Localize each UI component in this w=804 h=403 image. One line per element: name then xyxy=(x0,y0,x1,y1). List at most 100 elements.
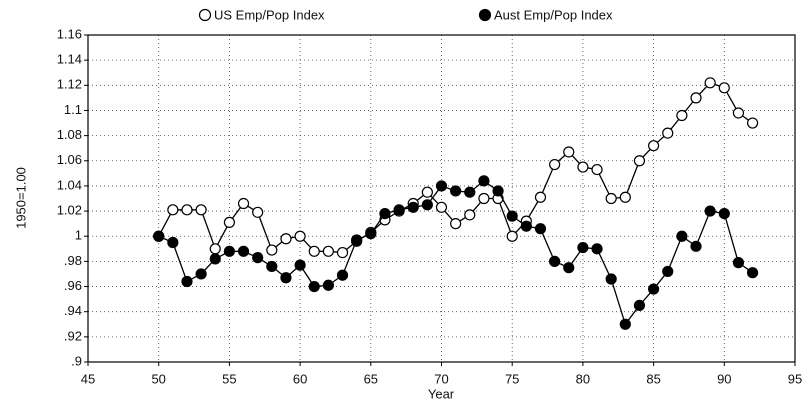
y-tick-label: 1.12 xyxy=(57,77,82,92)
x-tick-label: 75 xyxy=(505,371,519,386)
plot-frame xyxy=(87,34,796,363)
x-tick-label: 95 xyxy=(788,371,802,386)
data-point xyxy=(167,236,179,249)
data-point xyxy=(718,207,730,220)
data-point xyxy=(718,82,730,94)
y-axis-label: 1950=1.00 xyxy=(13,167,28,229)
data-point xyxy=(294,230,306,242)
data-point xyxy=(435,201,448,213)
data-point xyxy=(266,260,278,273)
y-tick-label: .96 xyxy=(64,278,82,293)
data-point xyxy=(478,175,490,187)
y-tick-label: .9 xyxy=(71,353,82,368)
data-point xyxy=(619,318,631,330)
data-point xyxy=(167,204,179,216)
data-point xyxy=(704,205,716,217)
data-point xyxy=(662,127,674,139)
data-point xyxy=(351,234,363,246)
data-point xyxy=(195,268,207,280)
data-point xyxy=(619,191,631,203)
legend-marker xyxy=(198,8,212,22)
data-point xyxy=(520,220,532,232)
x-tick-label: 80 xyxy=(576,371,590,386)
data-point xyxy=(464,186,476,198)
data-point xyxy=(223,245,235,257)
legend-marker xyxy=(478,8,492,22)
data-point xyxy=(209,253,221,265)
data-point xyxy=(746,267,759,279)
data-point xyxy=(662,265,674,278)
y-tick-label: 1.14 xyxy=(57,52,82,67)
data-point xyxy=(450,185,462,197)
data-point xyxy=(421,186,433,198)
data-point xyxy=(237,245,250,257)
data-point xyxy=(195,204,207,216)
data-point xyxy=(308,245,320,257)
data-point xyxy=(577,161,589,173)
data-point xyxy=(237,197,250,210)
data-point xyxy=(647,283,660,295)
data-point xyxy=(633,155,646,167)
x-tick-label: 55 xyxy=(222,371,236,386)
data-point xyxy=(266,244,278,256)
y-tick-label: .92 xyxy=(64,328,82,343)
x-axis-label: Year xyxy=(428,386,455,401)
data-point xyxy=(591,163,603,176)
data-point xyxy=(393,204,405,216)
data-point xyxy=(506,230,518,242)
data-point xyxy=(322,245,334,257)
data-point xyxy=(336,269,349,281)
data-point xyxy=(506,210,518,222)
data-point xyxy=(153,230,165,242)
x-tick-label: 45 xyxy=(81,371,95,386)
data-point xyxy=(563,262,575,274)
data-point xyxy=(450,218,462,230)
data-point xyxy=(605,273,617,285)
data-point xyxy=(577,241,589,254)
data-point xyxy=(365,228,377,240)
data-point xyxy=(534,223,547,235)
data-point xyxy=(379,207,391,220)
data-point xyxy=(605,192,617,205)
data-point xyxy=(181,275,193,288)
data-point xyxy=(676,230,688,242)
data-point xyxy=(280,233,292,245)
data-point xyxy=(407,201,419,213)
y-tick-label: 1.1 xyxy=(64,102,82,117)
data-point xyxy=(294,259,306,271)
data-point xyxy=(280,272,292,284)
y-tick-label: 1.06 xyxy=(57,152,82,167)
x-tick-label: 50 xyxy=(151,371,165,386)
y-tick-label: 1 xyxy=(75,228,82,243)
data-point xyxy=(322,279,334,291)
data-point xyxy=(223,216,235,228)
x-tick-label: 60 xyxy=(293,371,307,386)
data-point xyxy=(308,280,320,293)
data-point xyxy=(732,257,745,269)
data-point xyxy=(492,185,504,197)
data-point xyxy=(647,140,660,152)
data-point xyxy=(252,252,264,264)
x-tick-label: 65 xyxy=(364,371,378,386)
data-point xyxy=(563,146,575,158)
data-point xyxy=(464,209,476,221)
data-point xyxy=(549,158,561,171)
data-point xyxy=(435,180,448,192)
data-point xyxy=(181,204,193,216)
data-point xyxy=(421,199,433,211)
y-tick-label: .94 xyxy=(64,303,82,318)
y-tick-label: 1.04 xyxy=(57,177,82,192)
legend-label: Aust Emp/Pop Index xyxy=(494,7,613,22)
data-point xyxy=(746,117,759,129)
data-point xyxy=(704,77,716,89)
data-point xyxy=(676,109,688,122)
y-tick-label: 1.02 xyxy=(57,203,82,218)
data-point xyxy=(690,92,702,104)
x-tick-label: 70 xyxy=(434,371,448,386)
data-point xyxy=(732,107,745,119)
y-tick-label: 1.08 xyxy=(57,127,82,142)
data-point xyxy=(534,191,547,203)
legend-label: US Emp/Pop Index xyxy=(214,7,325,22)
y-tick-label: 1.16 xyxy=(57,26,82,41)
